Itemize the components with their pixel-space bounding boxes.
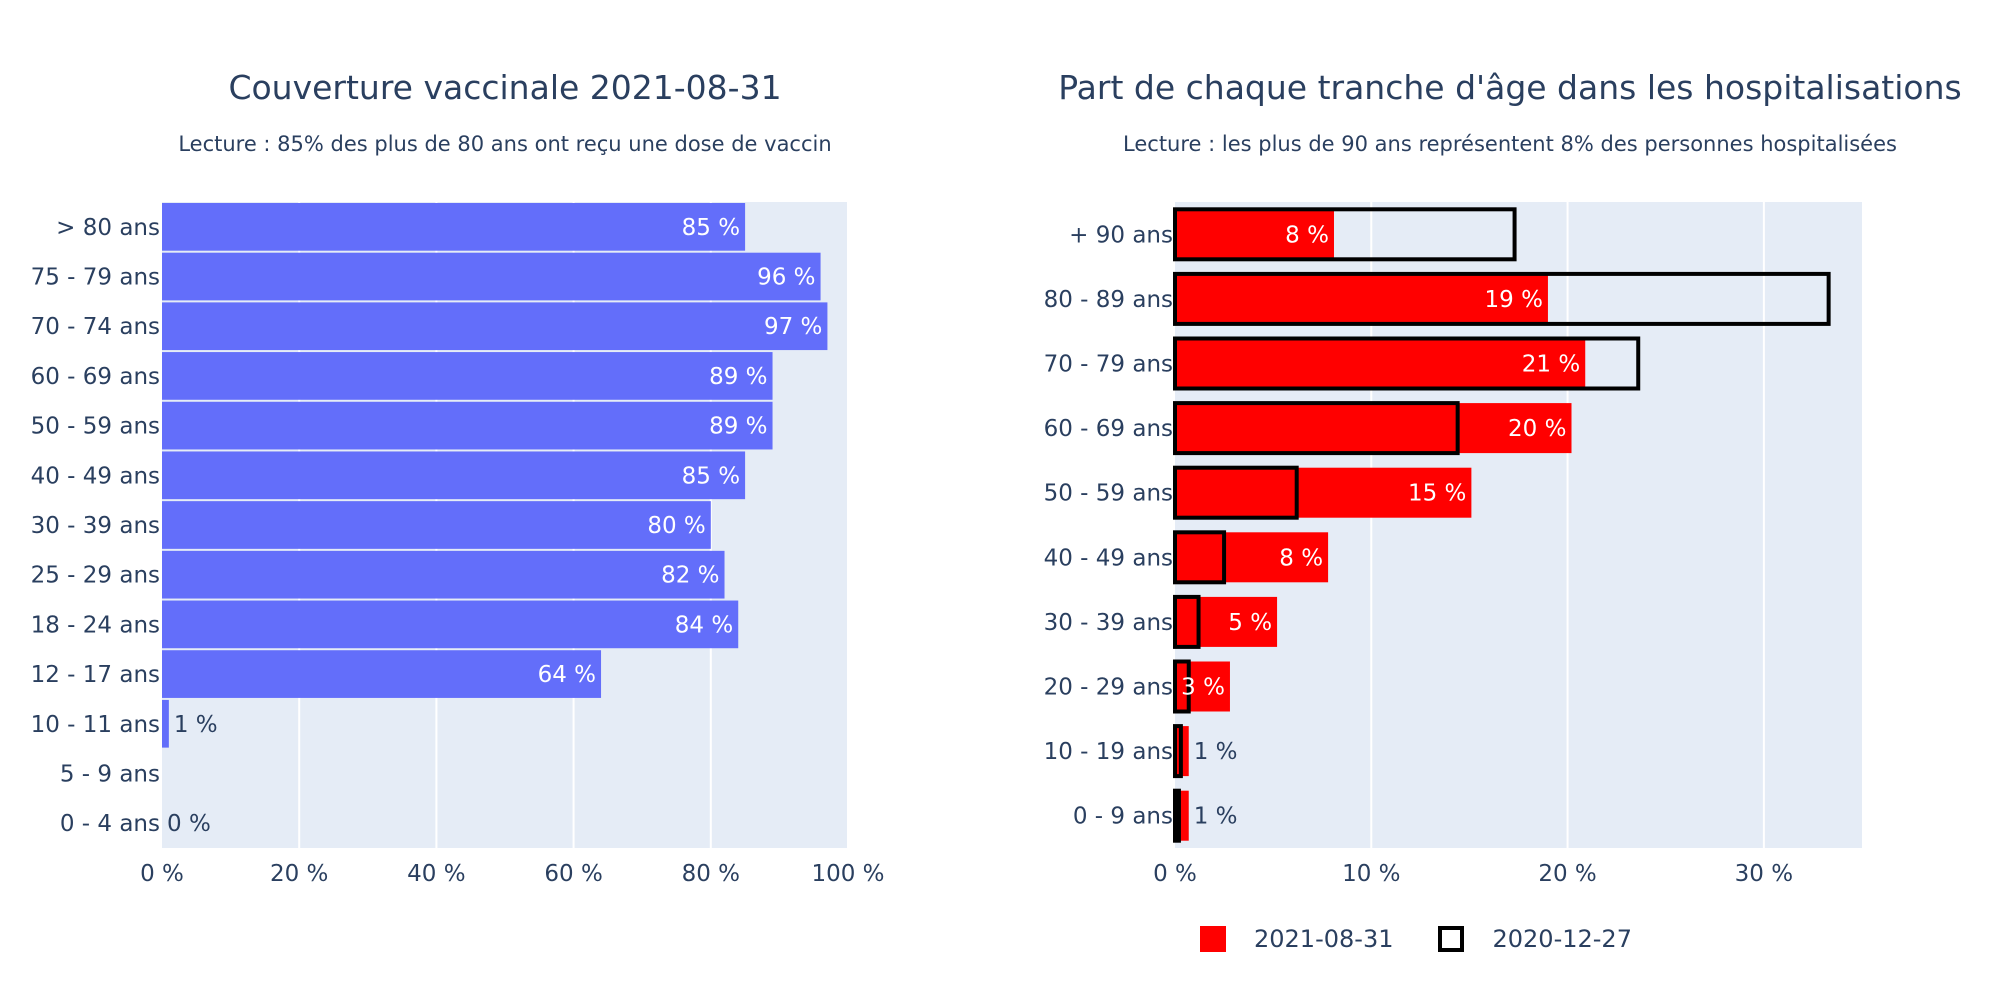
left-bar-value-label: 84 % (675, 612, 733, 638)
left-x-tick-label: 80 % (682, 861, 740, 887)
right-category-label: 60 - 69 ans (1044, 416, 1173, 442)
left-bar-value-label: 97 % (764, 314, 822, 340)
left-x-tick-label: 100 % (811, 861, 884, 887)
left-category-label: 75 - 79 ans (31, 265, 160, 291)
left-category-label: 50 - 59 ans (31, 414, 160, 440)
right-bar-value-label: 8 % (1279, 545, 1323, 571)
left-bar (162, 302, 828, 351)
right-chart-subtitle: Lecture : les plus de 90 ans représenten… (1123, 132, 1897, 156)
right-bar-2020-outline (1173, 788, 1181, 843)
right-bar-value-label: 15 % (1408, 481, 1466, 507)
right-category-label: 80 - 89 ans (1044, 287, 1173, 313)
right-bar-value-label: 1 % (1194, 804, 1238, 830)
left-bar-value-label: 64 % (538, 662, 596, 688)
left-bar (162, 451, 746, 500)
right-bar-value-label: 3 % (1181, 675, 1225, 701)
right-bar-2020-outline (1173, 336, 1641, 391)
left-category-label: 40 - 49 ans (31, 463, 160, 489)
right-bar-value-label: 19 % (1485, 287, 1543, 313)
legend-swatch-2021 (1200, 926, 1226, 952)
right-bar-2020-outline (1173, 271, 1831, 326)
right-bar-2020-outline (1173, 659, 1191, 714)
left-bar-value-label: 89 % (709, 414, 767, 440)
left-bar (162, 401, 773, 450)
left-bar (162, 650, 602, 698)
right-bar-2020-outline (1173, 401, 1460, 456)
left-bar-value-label: 85 % (682, 463, 740, 489)
left-category-label: 10 - 11 ans (31, 712, 160, 738)
right-bar-2020-outline (1173, 465, 1299, 520)
right-bar-value-label: 5 % (1228, 610, 1272, 636)
right-bar-value-label: 1 % (1194, 739, 1238, 765)
left-bar (162, 252, 821, 301)
legend-item-2020[interactable]: 2020-12-27 (1438, 925, 1632, 953)
right-category-label: + 90 ans (1069, 222, 1173, 248)
right-bar-2021 (1175, 596, 1278, 647)
right-bar-2021 (1175, 403, 1572, 454)
left-category-label: 18 - 24 ans (31, 612, 160, 638)
legend-swatch-2020 (1438, 926, 1465, 952)
right-category-label: 50 - 59 ans (1044, 481, 1173, 507)
left-chart-title: Couverture vaccinale 2021-08-31 (228, 68, 782, 107)
legend[interactable]: 2021-08-31 2020-12-27 (1200, 925, 1677, 953)
right-bar-value-label: 21 % (1522, 352, 1580, 378)
left-x-tick-label: 40 % (407, 861, 465, 887)
right-category-label: 30 - 39 ans (1044, 610, 1173, 636)
left-category-label: 25 - 29 ans (31, 563, 160, 589)
right-bar-value-label: 8 % (1285, 222, 1329, 248)
right-x-tick-label: 30 % (1735, 861, 1793, 887)
right-bar-2021 (1175, 661, 1230, 712)
left-bar (162, 600, 739, 649)
left-bar (162, 699, 169, 748)
left-category-label: 60 - 69 ans (31, 364, 160, 390)
right-category-label: 20 - 29 ans (1044, 675, 1173, 701)
left-category-label: 12 - 17 ans (31, 662, 160, 688)
left-category-label: 0 - 4 ans (60, 811, 160, 837)
left-bar-value-label: 0 % (167, 811, 211, 837)
right-bar-2020-outline (1173, 530, 1227, 585)
right-category-label: 70 - 79 ans (1044, 352, 1173, 378)
left-bar (162, 501, 711, 549)
left-category-label: > 80 ans (56, 215, 160, 241)
right-category-label: 0 - 9 ans (1073, 804, 1173, 830)
right-category-label: 10 - 19 ans (1044, 739, 1173, 765)
right-bar-2020-outline (1173, 207, 1517, 262)
left-bar-value-label: 80 % (647, 513, 705, 539)
right-x-tick-label: 20 % (1538, 861, 1596, 887)
left-x-tick-label: 0 % (140, 861, 184, 887)
left-x-tick-label: 20 % (270, 861, 328, 887)
left-category-label: 5 - 9 ans (60, 761, 160, 787)
left-bar-value-label: 85 % (682, 215, 740, 241)
right-hospitalisation-chart: 0 % 10 % 20 % 30 % + 90 ans 8 % 80 - 89 ans 19 … (1044, 202, 1862, 887)
right-bar-2020-outline (1173, 724, 1183, 779)
left-bar-value-label: 96 % (757, 265, 815, 291)
legend-item-2021[interactable]: 2021-08-31 (1200, 925, 1393, 953)
left-bar (162, 203, 746, 251)
right-bar-2021 (1175, 338, 1586, 389)
legend-label-2020: 2020-12-27 (1492, 925, 1632, 953)
right-bar-2021 (1175, 467, 1472, 518)
right-bar-2021 (1175, 532, 1329, 583)
left-bar-value-label: 89 % (709, 364, 767, 390)
left-bar (162, 550, 725, 599)
right-x-tick-label: 0 % (1153, 861, 1197, 887)
right-bar-value-label: 20 % (1508, 416, 1566, 442)
left-category-label: 70 - 74 ans (31, 314, 160, 340)
left-bar-value-label: 1 % (174, 712, 218, 738)
legend-label-2021: 2021-08-31 (1254, 925, 1394, 953)
right-chart-title: Part de chaque tranche d'âge dans les ho… (1058, 68, 1962, 107)
right-bar-2020-outline (1173, 594, 1201, 649)
right-category-label: 40 - 49 ans (1044, 545, 1173, 571)
left-category-label: 30 - 39 ans (31, 513, 160, 539)
left-x-tick-label: 60 % (544, 861, 602, 887)
left-chart-subtitle: Lecture : 85% des plus de 80 ans ont reç… (178, 132, 832, 156)
left-bar (162, 352, 773, 400)
right-bar-2021 (1175, 273, 1548, 324)
right-bar-2021 (1175, 209, 1334, 260)
left-bar-value-label: 82 % (661, 563, 719, 589)
left-coverage-chart: 0 % 20 % 40 % 60 % 80 % 100 % > 80 ans 85 % 75 -… (31, 202, 885, 887)
right-x-tick-label: 10 % (1342, 861, 1400, 887)
